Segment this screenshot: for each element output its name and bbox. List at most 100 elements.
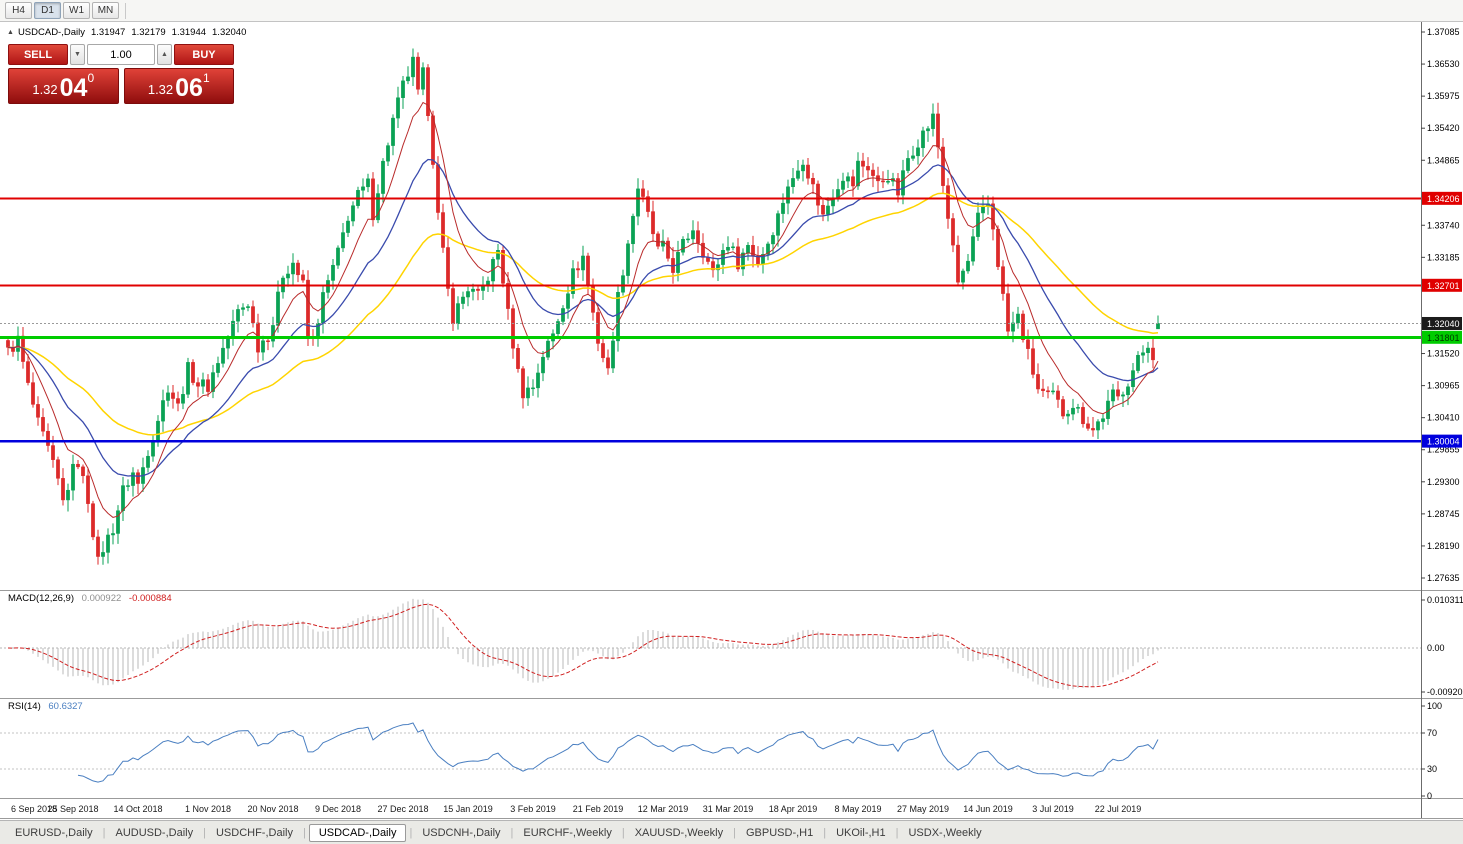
symbol-ohlc-label: ▲ USDCAD-,Daily 1.31947 1.32179 1.31944 … — [7, 27, 246, 38]
sell-button[interactable]: SELL — [8, 44, 68, 65]
svg-text:31 Mar 2019: 31 Mar 2019 — [703, 804, 754, 814]
svg-text:1.28745: 1.28745 — [1427, 509, 1460, 519]
tab-separator: | — [621, 826, 625, 839]
macd-indicator-label: MACD(12,26,9) 0.000922 -0.000884 — [8, 593, 177, 604]
svg-text:1.35975: 1.35975 — [1427, 91, 1460, 101]
chart-tab-gbpusd-h1[interactable]: GBPUSD-,H1 — [745, 826, 814, 839]
buy-price-display[interactable]: 1.32 06 1 — [123, 68, 234, 104]
svg-text:70: 70 — [1427, 728, 1437, 738]
svg-text:1.29300: 1.29300 — [1427, 477, 1460, 487]
svg-text:1.35420: 1.35420 — [1427, 123, 1460, 133]
chart-tab-eurchf-weekly[interactable]: EURCHF-,Weekly — [523, 826, 612, 839]
svg-text:27 Dec 2018: 27 Dec 2018 — [377, 804, 428, 814]
timeframe-toolbar: H4 D1 W1 MN — [0, 0, 1463, 22]
price-chart-canvas[interactable]: 1.37085 1.36530 1.35975 1.35420 1.34865 1.337… — [0, 0, 1463, 820]
svg-text:6 Sep 2018: 6 Sep 2018 — [11, 804, 57, 814]
svg-text:-0.009203: -0.009203 — [1427, 687, 1463, 697]
svg-text:1.30004: 1.30004 — [1427, 437, 1460, 447]
macd-main-value: 0.000922 — [81, 593, 122, 604]
moving-average-lines — [7, 101, 1159, 518]
rsi-title: RSI(14) — [8, 701, 41, 712]
svg-text:15 Jan 2019: 15 Jan 2019 — [443, 804, 493, 814]
svg-text:25 Sep 2018: 25 Sep 2018 — [47, 804, 98, 814]
tab-separator: | — [895, 826, 899, 839]
tab-separator: | — [733, 826, 736, 839]
svg-text:1.28190: 1.28190 — [1427, 541, 1460, 551]
svg-text:14 Jun 2019: 14 Jun 2019 — [963, 804, 1013, 814]
macd-title: MACD(12,26,9) — [8, 593, 74, 604]
chart-tab-bar: EURUSD-,Daily | AUDUSD-,Daily | USDCHF-,Dail… — [0, 820, 1463, 844]
price-axis: 1.37085 1.36530 1.35975 1.35420 1.34865 1.337… — [1421, 27, 1462, 583]
ohlc-low: 1.31944 — [171, 27, 207, 38]
rsi-value: 60.6327 — [48, 701, 83, 712]
horizontal-level-lines[interactable] — [0, 197, 1421, 443]
svg-text:27 May 2019: 27 May 2019 — [897, 804, 949, 814]
buy-price-frac: 1 — [202, 71, 210, 85]
svg-text:1.34206: 1.34206 — [1427, 194, 1460, 204]
svg-text:22 Jul 2019: 22 Jul 2019 — [1095, 804, 1142, 814]
svg-text:1.30965: 1.30965 — [1427, 381, 1460, 391]
svg-text:21 Feb 2019: 21 Feb 2019 — [573, 804, 624, 814]
timeframe-button-w1[interactable]: W1 — [63, 2, 90, 19]
volume-increase-button[interactable]: ▲ — [157, 44, 172, 65]
ohlc-open: 1.31947 — [90, 27, 126, 38]
tab-separator: | — [510, 826, 514, 839]
rsi-line — [77, 722, 1159, 783]
svg-text:9 Dec 2018: 9 Dec 2018 — [315, 804, 361, 814]
svg-text:0.00: 0.00 — [1427, 643, 1445, 653]
rsi-panel: 100 70 30 0 — [0, 701, 1442, 801]
sell-price-display[interactable]: 1.32 04 0 — [8, 68, 119, 104]
svg-text:1.33185: 1.33185 — [1427, 252, 1460, 262]
rsi-indicator-label: RSI(14) 60.6327 — [8, 701, 88, 712]
timeframe-button-d1[interactable]: D1 — [34, 2, 61, 19]
tab-separator: | — [203, 826, 206, 839]
macd-signal-line — [7, 603, 1159, 688]
chart-tab-usdcnh-daily[interactable]: USDCNH-,Daily — [422, 826, 501, 839]
volume-input[interactable] — [87, 44, 155, 65]
toolbar-divider — [125, 2, 126, 19]
svg-text:20 Nov 2018: 20 Nov 2018 — [247, 804, 298, 814]
buy-price-pips: 06 — [175, 73, 203, 102]
collapse-panel-icon[interactable]: ▲ — [7, 29, 14, 36]
svg-text:1.27635: 1.27635 — [1427, 573, 1460, 583]
svg-text:1.31801: 1.31801 — [1427, 333, 1460, 343]
panel-separators — [0, 22, 1463, 819]
timeframe-button-mn[interactable]: MN — [92, 2, 119, 19]
chart-tab-eurusd-daily[interactable]: EURUSD-,Daily — [15, 826, 93, 839]
svg-text:8 May 2019: 8 May 2019 — [834, 804, 881, 814]
chart-tab-usdchf-daily[interactable]: USDCHF-,Daily — [215, 826, 293, 839]
chart-tab-audusd-daily[interactable]: AUDUSD-,Daily — [115, 826, 194, 839]
candlestick-series — [6, 48, 1160, 565]
svg-text:1.29855: 1.29855 — [1427, 445, 1460, 455]
svg-text:3 Feb 2019: 3 Feb 2019 — [510, 804, 556, 814]
svg-text:0.010311: 0.010311 — [1427, 595, 1463, 605]
svg-text:1.32040: 1.32040 — [1427, 319, 1460, 329]
svg-text:1.36530: 1.36530 — [1427, 59, 1460, 69]
svg-text:1.37085: 1.37085 — [1427, 27, 1460, 37]
svg-text:1.31520: 1.31520 — [1427, 349, 1460, 359]
svg-text:14 Oct 2018: 14 Oct 2018 — [113, 804, 162, 814]
tab-separator: | — [302, 826, 306, 839]
volume-decrease-button[interactable]: ▼ — [70, 44, 85, 65]
chart-tab-usdcad-daily[interactable]: USDCAD-,Daily — [308, 823, 407, 842]
svg-text:100: 100 — [1427, 701, 1442, 711]
svg-text:12 Mar 2019: 12 Mar 2019 — [638, 804, 689, 814]
chart-tab-xauusd-weekly[interactable]: XAUUSD-,Weekly — [634, 826, 724, 839]
svg-text:1.33740: 1.33740 — [1427, 220, 1460, 230]
one-click-trading-panel: SELL ▼ ▲ BUY 1.32 04 0 1.32 06 1 — [8, 44, 234, 104]
tab-separator: | — [102, 826, 106, 839]
svg-text:1 Nov 2018: 1 Nov 2018 — [185, 804, 231, 814]
macd-signal-value: -0.000884 — [128, 593, 172, 604]
svg-text:30: 30 — [1427, 764, 1437, 774]
tab-separator: | — [409, 826, 413, 839]
ma-50-line — [7, 192, 1159, 436]
symbol-name: USDCAD-,Daily — [17, 27, 85, 38]
svg-text:1.32701: 1.32701 — [1427, 281, 1460, 291]
svg-text:3 Jul 2019: 3 Jul 2019 — [1032, 804, 1074, 814]
chart-tab-ukoil-h1[interactable]: UKOil-,H1 — [836, 826, 886, 839]
buy-button[interactable]: BUY — [174, 44, 234, 65]
timeframe-button-h4[interactable]: H4 — [5, 2, 32, 19]
chart-tab-usdx-weekly[interactable]: USDX-,Weekly — [908, 826, 982, 839]
